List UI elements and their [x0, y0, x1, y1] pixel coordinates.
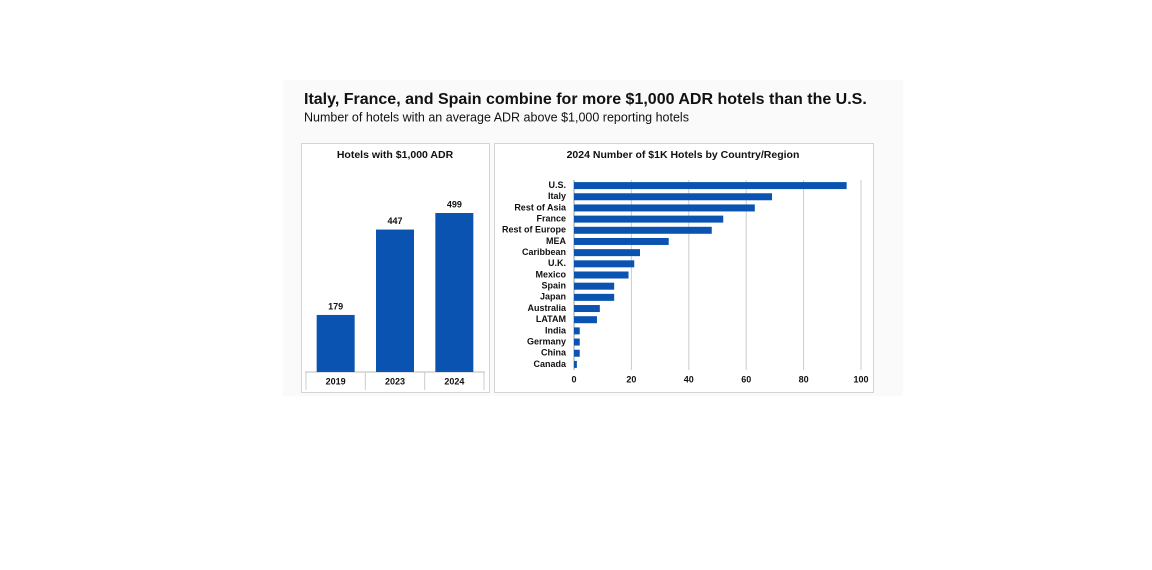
y-tick-label: U.S.: [548, 180, 566, 190]
bar: [574, 204, 755, 212]
bar: [435, 213, 474, 372]
figure-title: Italy, France, and Spain combine for mor…: [304, 91, 867, 108]
y-tick-label: U.K.: [548, 258, 566, 268]
y-tick-label: Rest of Europe: [502, 225, 566, 235]
bar: [574, 338, 580, 346]
y-tick-label: China: [541, 348, 567, 358]
bar: [574, 271, 629, 279]
bar: [574, 349, 580, 357]
bar: [574, 260, 635, 268]
bar: [574, 327, 580, 335]
y-tick-label: LATAM: [536, 314, 566, 324]
y-tick-label: Japan: [540, 292, 566, 302]
chart-title: Hotels with $1,000 ADR: [337, 149, 454, 161]
y-tick-label: Rest of Asia: [514, 202, 567, 212]
bar: [574, 282, 615, 290]
y-tick-label: Germany: [527, 336, 566, 346]
bar: [574, 249, 641, 257]
chart-title: 2024 Number of $1K Hotels by Country/Reg…: [567, 149, 800, 161]
x-tick-label: 2024: [444, 376, 464, 386]
y-tick-label: Mexico: [535, 269, 566, 279]
data-label: 447: [387, 216, 402, 226]
y-tick-label: Italy: [548, 191, 566, 201]
bar: [574, 193, 773, 201]
bar: [376, 229, 414, 372]
figure-subtitle: Number of hotels with an average ADR abo…: [304, 110, 689, 124]
bar: [574, 316, 597, 324]
x-tick-label: 40: [684, 374, 694, 384]
x-tick-label: 2023: [385, 376, 405, 386]
y-tick-label: MEA: [546, 236, 567, 246]
bar: [316, 314, 355, 372]
x-tick-label: 60: [741, 374, 751, 384]
bar: [574, 215, 724, 223]
y-tick-label: France: [536, 213, 566, 223]
data-label: 499: [447, 199, 462, 209]
x-tick-label: 0: [571, 374, 576, 384]
y-tick-label: Canada: [533, 359, 567, 369]
bar: [574, 305, 600, 313]
y-tick-label: Caribbean: [522, 247, 566, 257]
y-tick-label: India: [545, 325, 567, 335]
bar: [574, 226, 712, 234]
x-tick-label: 100: [853, 374, 868, 384]
x-tick-label: 80: [799, 374, 809, 384]
data-label: 179: [328, 301, 343, 311]
y-tick-label: Spain: [541, 281, 566, 291]
bar: [574, 237, 669, 245]
bar: [574, 182, 847, 190]
y-tick-label: Australia: [527, 303, 567, 313]
x-tick-label: 2019: [326, 376, 346, 386]
x-tick-label: 20: [626, 374, 636, 384]
bar: [574, 293, 615, 301]
bar: [574, 360, 577, 368]
